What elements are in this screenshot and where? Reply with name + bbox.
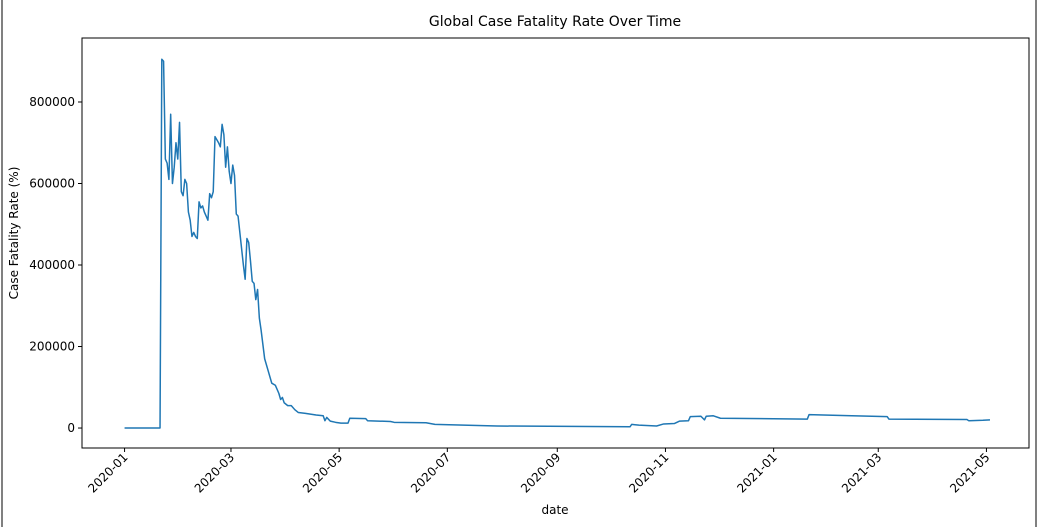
x-tick-label: 2020-05: [300, 450, 345, 495]
y-tick-label: 0: [67, 421, 75, 435]
data-line: [124, 58, 991, 429]
x-tick-label: 2020-07: [408, 450, 453, 495]
chart-title: Global Case Fatality Rate Over Time: [429, 14, 681, 30]
y-tick-label: 200000: [29, 340, 75, 354]
x-tick-label: 2021-05: [947, 450, 992, 495]
plot-frame: [81, 37, 1030, 449]
x-tick-label: 2020-09: [518, 450, 563, 495]
y-axis-label: Case Fatality Rate (%): [7, 167, 21, 300]
x-tick-label: 2021-03: [839, 450, 884, 495]
x-axis-label: date: [541, 503, 568, 517]
y-tick-label: 600000: [29, 176, 75, 190]
y-tick-label: 400000: [29, 258, 75, 272]
x-tick-label: 2021-01: [734, 450, 779, 495]
x-tick-label: 2020-03: [192, 450, 237, 495]
y-tick-label: 800000: [29, 95, 75, 109]
x-tick-label: 2020-01: [85, 450, 130, 495]
x-tick-label: 2020-11: [626, 450, 671, 495]
